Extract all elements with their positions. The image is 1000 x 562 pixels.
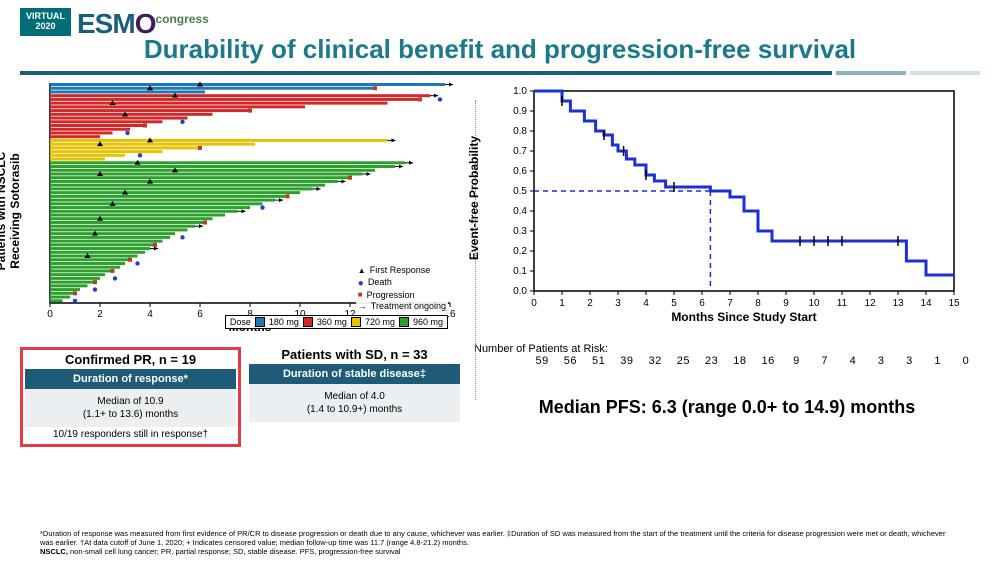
svg-text:0: 0 [47, 309, 53, 320]
risk-value: 16 [754, 355, 782, 367]
dose-720-swatch [351, 317, 361, 327]
dose-label: Dose [230, 317, 251, 327]
sd-header: Duration of stable disease‡ [249, 364, 460, 384]
risk-value: 3 [895, 355, 923, 367]
risk-value: 23 [698, 355, 726, 367]
svg-text:Months Since Study Start: Months Since Study Start [671, 310, 816, 324]
right-column: Event-free Probability 0.00.10.20.30.40.… [474, 81, 980, 447]
svg-text:12: 12 [864, 298, 876, 309]
svg-text:9: 9 [783, 298, 789, 309]
svg-text:0.3: 0.3 [513, 226, 527, 237]
svg-text:0.4: 0.4 [513, 206, 527, 217]
risk-value: 9 [782, 355, 810, 367]
pr-footer: 10/19 responders still in response† [25, 427, 236, 442]
svg-text:15: 15 [948, 298, 960, 309]
dose-960-swatch [399, 317, 409, 327]
sd-box: Patients with SD, n = 33 Duration of sta… [249, 347, 460, 447]
risk-value: 39 [613, 355, 641, 367]
svg-text:0.8: 0.8 [513, 126, 527, 137]
svg-text:6: 6 [699, 298, 705, 309]
swimmer-y-label: Patients with NSCLCReceiving Sotorasib [0, 152, 22, 271]
pr-title: Confirmed PR, n = 19 [25, 352, 236, 367]
svg-text:0.6: 0.6 [513, 166, 527, 177]
svg-text:0.2: 0.2 [513, 246, 527, 257]
risk-value: 56 [556, 355, 584, 367]
legend-ongoing: Treatment ongoing [371, 301, 446, 313]
svg-text:14: 14 [920, 298, 932, 309]
pr-box: Confirmed PR, n = 19 Duration of respons… [20, 347, 241, 447]
svg-text:1: 1 [559, 298, 565, 309]
legend-progression: Progression [367, 290, 415, 302]
svg-text:2: 2 [97, 309, 103, 320]
risk-value: 4 [839, 355, 867, 367]
risk-label: Number of Patients at Risk: [474, 343, 980, 355]
median-pfs: Median PFS: 6.3 (range 0.0+ to 14.9) mon… [474, 397, 980, 418]
svg-text:3: 3 [615, 298, 621, 309]
sd-title: Patients with SD, n = 33 [249, 347, 460, 362]
content-row: Patients with NSCLCReceiving Sotorasib 0… [0, 75, 1000, 447]
svg-text:0.9: 0.9 [513, 106, 527, 117]
svg-text:0.1: 0.1 [513, 266, 527, 277]
congress-text: congress [155, 12, 208, 26]
risk-value: 51 [585, 355, 613, 367]
pr-header: Duration of response* [25, 369, 236, 389]
swimmer-legend: ▲First Response ●Death ■Progression →Tre… [356, 263, 448, 315]
pr-body: Median of 10.9 (1.1+ to 13.6) months [25, 389, 236, 427]
summary-boxes: Confirmed PR, n = 19 Duration of respons… [20, 347, 460, 447]
slide-title: Durability of clinical benefit and progr… [20, 34, 980, 65]
risk-value: 0 [952, 355, 980, 367]
dose-180-swatch [255, 317, 265, 327]
svg-text:10: 10 [808, 298, 820, 309]
legend-death: Death [368, 277, 392, 289]
svg-text:6: 6 [197, 309, 203, 320]
footnote: *Duration of response was measured from … [40, 529, 960, 556]
svg-text:0: 0 [531, 298, 537, 309]
sd-body: Median of 4.0 (1.4 to 10.9+) months [249, 384, 460, 422]
svg-text:5: 5 [671, 298, 677, 309]
virtual-badge: VIRTUAL 2020 [20, 8, 71, 36]
dose-360-swatch [303, 317, 313, 327]
km-plot: Event-free Probability 0.00.10.20.30.40.… [474, 81, 980, 341]
svg-text:4: 4 [147, 309, 153, 320]
risk-value: 3 [867, 355, 895, 367]
swimmer-plot: Patients with NSCLCReceiving Sotorasib 0… [20, 81, 460, 341]
risk-value: 25 [669, 355, 697, 367]
risk-value: 18 [726, 355, 754, 367]
svg-text:0.5: 0.5 [513, 186, 527, 197]
svg-text:4: 4 [643, 298, 649, 309]
risk-value: 59 [528, 355, 556, 367]
title-rule [20, 71, 980, 75]
svg-text:8: 8 [755, 298, 761, 309]
dose-legend: Dose 180 mg 360 mg 720 mg 960 mg [225, 315, 448, 329]
slide-header: VIRTUAL 2020 ESMOcongress Durability of … [0, 0, 1000, 65]
risk-value: 32 [641, 355, 669, 367]
risk-value: 1 [924, 355, 952, 367]
svg-text:1.0: 1.0 [513, 86, 527, 97]
svg-text:0.7: 0.7 [513, 146, 527, 157]
km-svg: 0.00.10.20.30.40.50.60.70.80.91.00123456… [474, 81, 974, 341]
svg-text:7: 7 [727, 298, 733, 309]
svg-text:11: 11 [837, 298, 848, 309]
left-column: Patients with NSCLCReceiving Sotorasib 0… [20, 81, 460, 447]
svg-text:2: 2 [587, 298, 593, 309]
risk-row: 5956513932252318169743310 [474, 355, 980, 367]
virtual-line2: 2020 [26, 22, 65, 32]
svg-text:0.0: 0.0 [513, 286, 527, 297]
legend-first-response: First Response [370, 265, 431, 277]
svg-text:13: 13 [892, 298, 904, 309]
risk-value: 7 [811, 355, 839, 367]
